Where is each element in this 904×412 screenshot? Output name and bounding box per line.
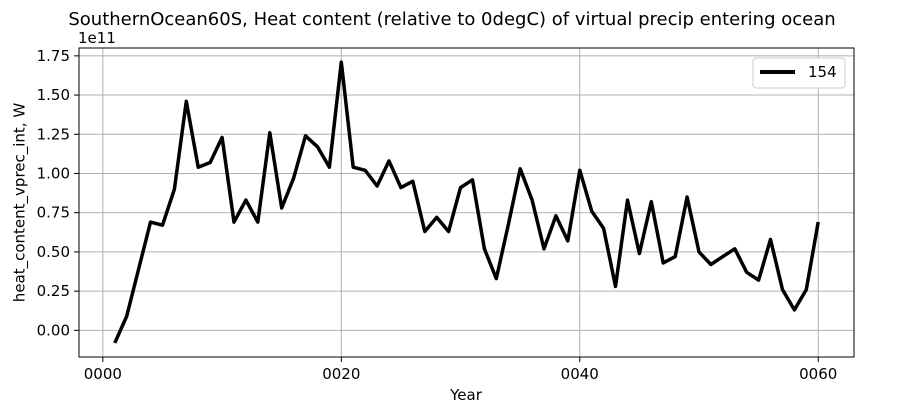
series-line-154 (113, 60, 820, 344)
y-tick-label: 1.25 (37, 125, 70, 143)
grid-lines (79, 48, 854, 357)
y-tick-label: 1.00 (37, 164, 70, 182)
legend-box (752, 57, 846, 89)
x-axis-label: Year (449, 386, 483, 404)
x-tick-label: 0020 (322, 365, 360, 383)
axes-frame (78, 47, 855, 358)
y-axis-ticks: 0.00 0.25 0.50 0.75 1.00 1.25 1.50 1.75 (37, 47, 79, 339)
legend-label-154: 154 (808, 63, 837, 81)
y-tick-label: 1.75 (37, 47, 70, 65)
y-tick-label: 0.75 (37, 204, 70, 222)
series-layer (113, 60, 820, 344)
x-tick-label: 0060 (799, 365, 837, 383)
y-tick-label: 0.00 (37, 321, 70, 339)
x-tick-label: 0040 (561, 365, 599, 383)
y-axis-label: heat_content_vprec_int, W (11, 103, 30, 303)
x-axis-ticks: 0000 0020 0040 0060 (84, 357, 837, 383)
y-axis-offset-label: 1e11 (78, 29, 116, 47)
y-tick-label: 0.25 (37, 282, 70, 300)
chart-title: SouthernOcean60S, Heat content (relative… (68, 9, 835, 30)
y-tick-label: 0.50 (37, 243, 70, 261)
legend: 154 (752, 57, 846, 89)
x-tick-label: 0000 (84, 365, 122, 383)
y-tick-label: 1.50 (37, 86, 70, 104)
